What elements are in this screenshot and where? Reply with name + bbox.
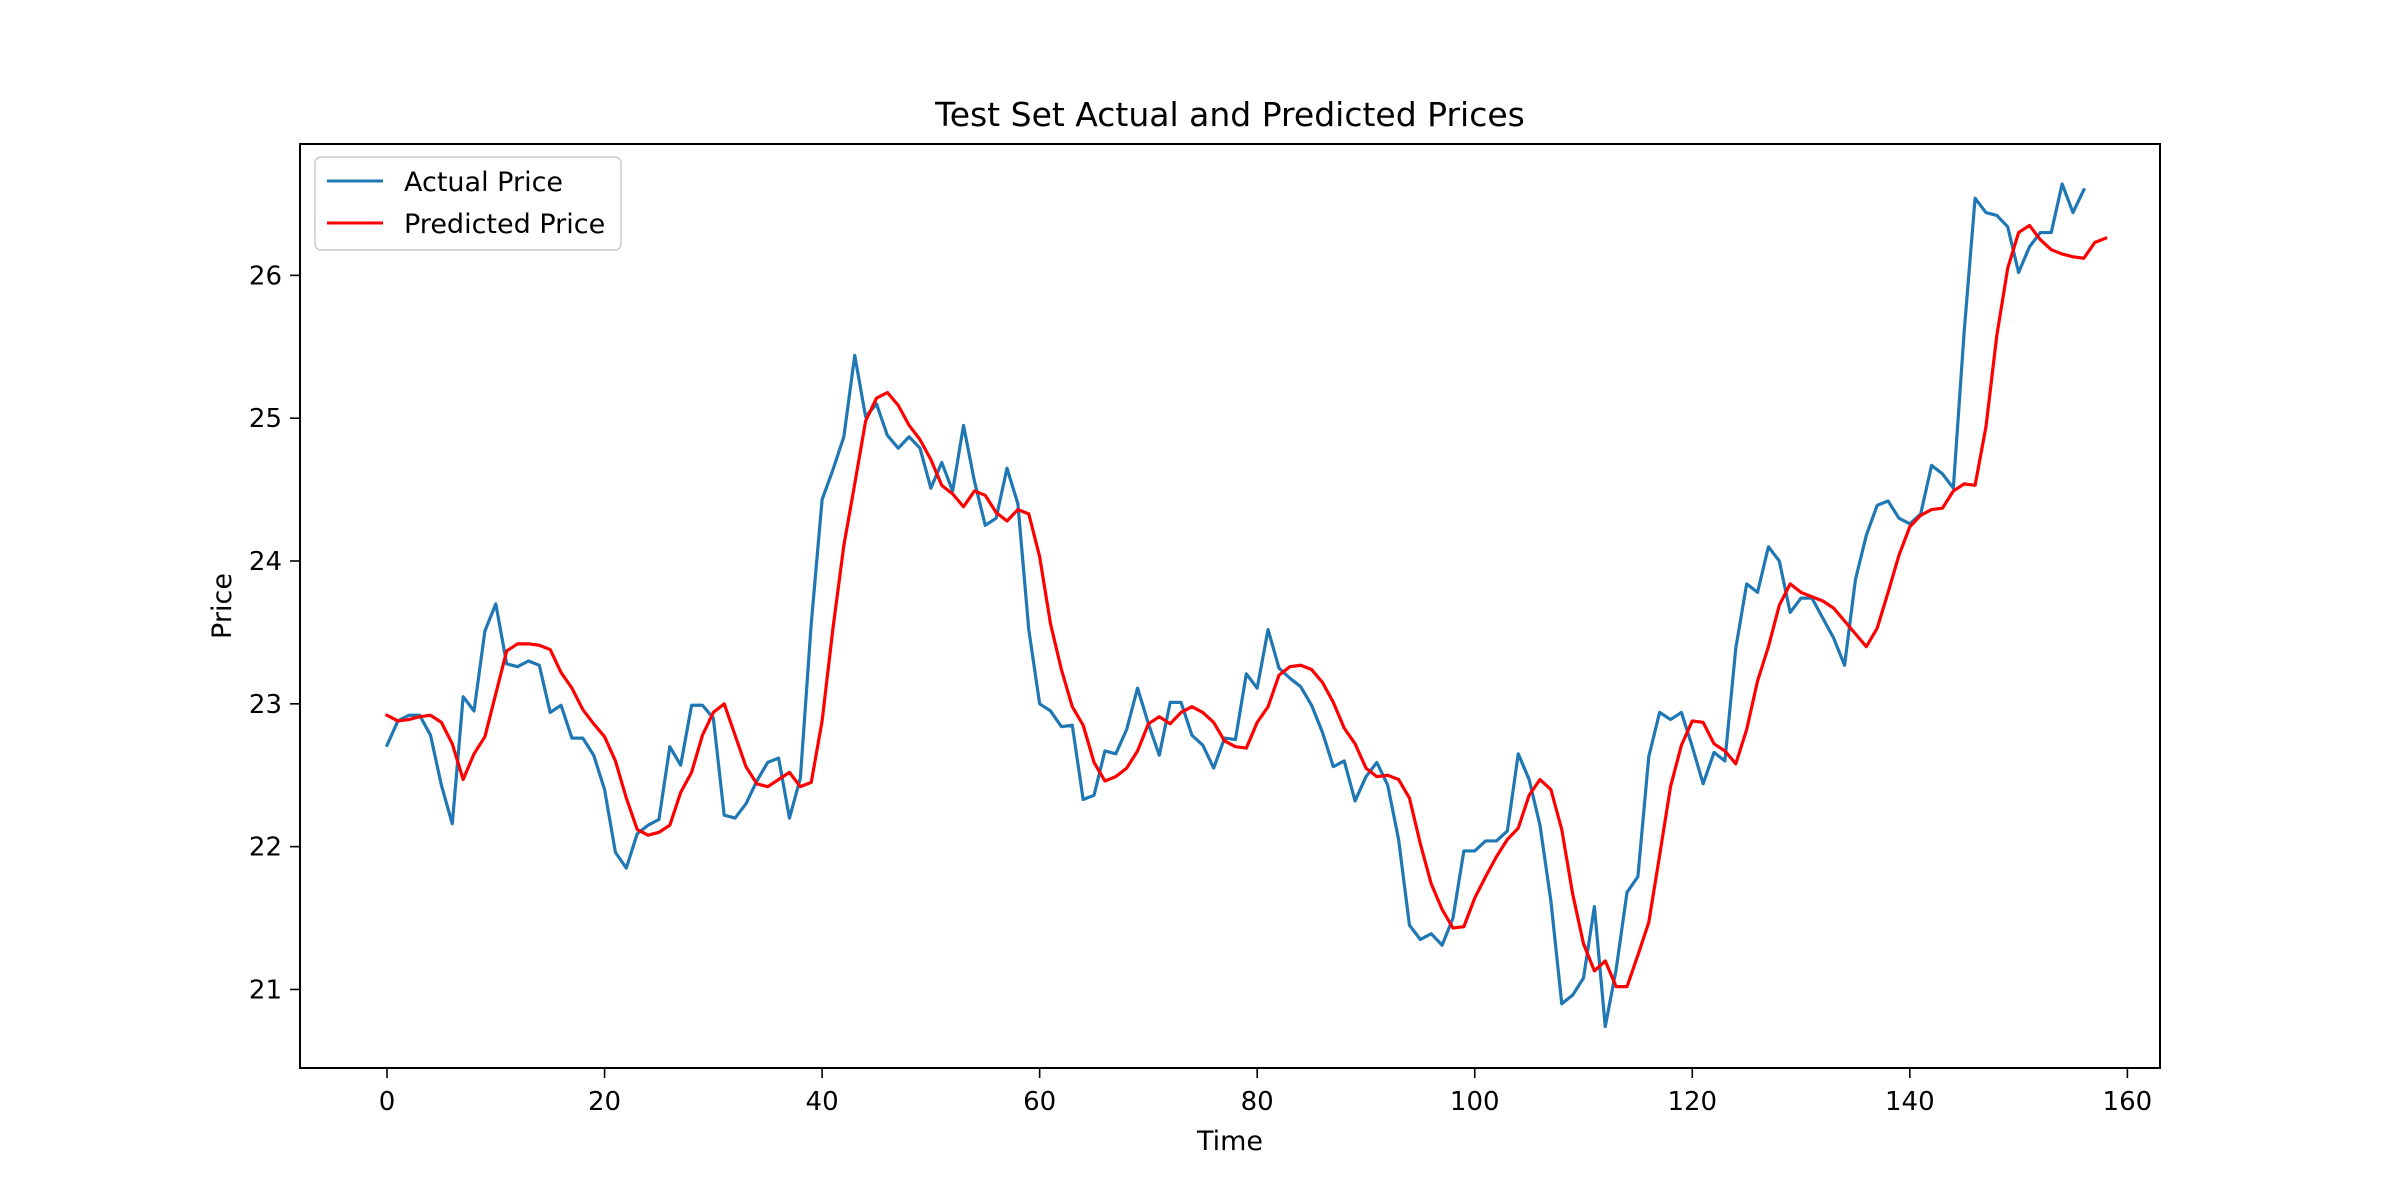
series-line-predicted-price <box>384 223 2108 989</box>
y-tick-label: 24 <box>249 547 282 577</box>
series-line-actual-price <box>384 182 2086 1029</box>
y-tick-label: 25 <box>249 404 282 434</box>
x-tick-label: 140 <box>1885 1087 1935 1117</box>
x-tick-label: 0 <box>379 1087 396 1117</box>
x-tick-label: 80 <box>1241 1087 1274 1117</box>
y-tick-label: 23 <box>249 690 282 720</box>
x-axis: 0 20 40 60 80 100 120 140 160 <box>379 1068 2152 1117</box>
x-tick-label: 160 <box>2103 1087 2153 1117</box>
x-tick-label: 20 <box>588 1087 621 1117</box>
plot-frame <box>299 143 2161 1069</box>
series-layer <box>384 182 2108 1029</box>
legend-label-actual: Actual Price <box>404 167 563 198</box>
x-tick-label: 40 <box>806 1087 839 1117</box>
x-tick-label: 60 <box>1023 1087 1056 1117</box>
x-tick-label: 100 <box>1450 1087 1500 1117</box>
x-axis-label: Time <box>1196 1126 1263 1157</box>
y-axis-label: Price <box>207 573 238 639</box>
y-tick-label: 26 <box>249 261 282 291</box>
chart-title: Test Set Actual and Predicted Prices <box>934 95 1525 134</box>
y-axis: 21 22 23 24 25 26 <box>249 261 300 1005</box>
legend-box <box>314 156 622 251</box>
y-tick-label: 21 <box>249 975 282 1005</box>
legend: Actual Price Predicted Price <box>314 156 622 251</box>
y-tick-label: 22 <box>249 833 282 863</box>
x-tick-label: 120 <box>1667 1087 1717 1117</box>
legend-label-predicted: Predicted Price <box>404 209 605 240</box>
